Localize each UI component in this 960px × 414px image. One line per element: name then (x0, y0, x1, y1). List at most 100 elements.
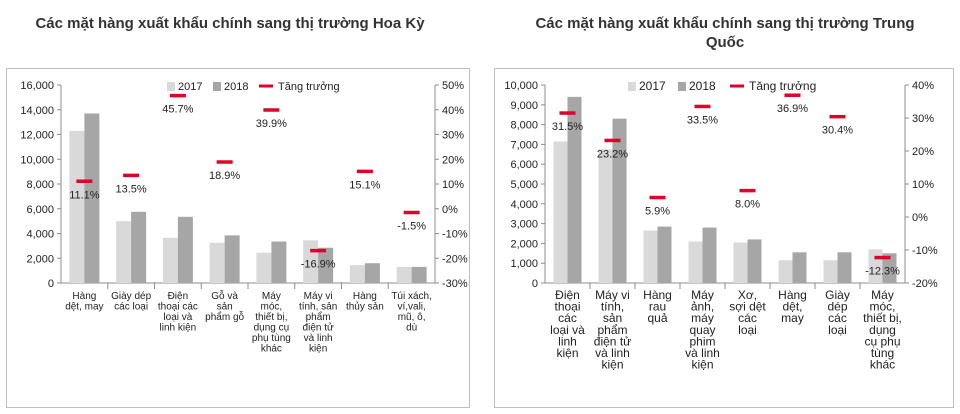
bar-2018 (882, 253, 897, 283)
category-label: Giày (825, 288, 850, 302)
category-label: thủy sản (346, 301, 384, 313)
y-tick-label: 8,000 (26, 179, 54, 191)
category-label: phụ tùng (252, 333, 291, 344)
y2-tick-label: -20% (912, 278, 938, 290)
category-label: Giày dép (111, 291, 151, 302)
category-label: quay (689, 323, 715, 337)
category-label: Máy (262, 291, 281, 302)
y-tick-label: 7,000 (510, 139, 538, 151)
growth-label: 8.0% (735, 199, 760, 211)
y-tick-label: 10,000 (20, 154, 54, 166)
growth-label: -16.9% (301, 259, 336, 271)
bar-2018 (657, 226, 672, 283)
category-label: khác (870, 358, 895, 372)
y2-tick-label: 30% (442, 130, 464, 142)
category-label: sản (603, 311, 622, 325)
y2-tick-label: 40% (442, 105, 464, 117)
y2-tick-label: 50% (442, 80, 464, 92)
category-label: Hàng (72, 291, 96, 302)
category-label: Hàng (353, 291, 377, 302)
category-label: dép (827, 300, 847, 314)
category-label: móc, (869, 300, 895, 314)
legend-swatch-2018 (213, 82, 221, 91)
bar-2018 (411, 266, 427, 283)
bar-2017 (396, 266, 412, 283)
y2-tick-label: 20% (912, 146, 934, 158)
y-tick-label: 0 (532, 278, 538, 290)
category-label: Máy vi (304, 291, 333, 302)
category-label: dệt, (782, 300, 802, 314)
legend-swatch-2018 (678, 82, 686, 91)
category-label: tính, (601, 300, 624, 314)
growth-label: 45.7% (162, 104, 193, 116)
growth-label: 18.9% (209, 170, 240, 182)
category-label: sản (217, 302, 233, 313)
y-tick-label: 2,000 (510, 238, 538, 250)
y2-tick-label: -20% (442, 253, 468, 265)
chart-panel-china: Các mặt hàng xuất khẩu chính sang thị tr… (480, 0, 960, 414)
category-label: ví,vali, (397, 302, 425, 313)
bar-2017 (162, 237, 178, 283)
legend-label-2018: 2018 (224, 81, 248, 93)
category-label: Xơ, (738, 288, 757, 302)
legend-swatch-2017 (628, 82, 636, 91)
category-label: các (828, 311, 847, 325)
category-label: phẩm (306, 311, 331, 323)
category-label: và linh (595, 346, 630, 360)
category-label: thoại (554, 300, 580, 314)
category-label: dụng (869, 323, 896, 337)
category-label: may (781, 311, 804, 325)
growth-label: 30.4% (822, 125, 853, 137)
growth-label: 11.1% (69, 189, 100, 201)
y-tick-label: 9,000 (510, 100, 538, 112)
category-label: Máy (691, 288, 714, 302)
category-label: móc, (261, 302, 283, 313)
legend-swatch-2017 (167, 82, 175, 91)
bar-2017 (598, 149, 613, 283)
category-label: Hàng (778, 288, 807, 302)
category-label: các (738, 311, 757, 325)
bar-2018 (567, 96, 582, 283)
legend-label-growth: Tăng trưởng (278, 81, 340, 93)
growth-label: 15.1% (349, 179, 380, 191)
y-tick-label: 10,000 (504, 80, 538, 92)
bar-2017 (209, 242, 225, 283)
chart-title-line: Quốc (705, 34, 745, 51)
bar-2017 (256, 252, 272, 283)
y-tick-label: 12,000 (20, 130, 54, 142)
chart-frame: 0 2,000 4,000 6,000 8,000 10,000 12,000 14,000 1… (6, 68, 470, 408)
bar-2017 (116, 221, 132, 283)
category-label: và linh (304, 333, 333, 344)
category-label: kiện (309, 344, 327, 355)
y2-tick-label: -10% (912, 245, 938, 257)
y-tick-label: 14,000 (20, 105, 54, 117)
category-label: linh (558, 334, 577, 348)
category-label: loại (738, 323, 757, 337)
category-label: dụng cụ (254, 323, 290, 334)
growth-label: 5.9% (645, 206, 670, 218)
y-tick-label: 3,000 (510, 219, 538, 231)
y-tick-label: 6,000 (510, 159, 538, 171)
y2-tick-label: 20% (442, 154, 464, 166)
chart-china: 0 1,000 2,000 3,000 4,000 5,000 6,000 7,000 8,00… (504, 79, 938, 372)
category-label: Hàng (643, 288, 672, 302)
growth-label: 31.5% (552, 121, 583, 133)
category-label: Túi xách, (391, 291, 432, 302)
category-label: thoại các (158, 302, 198, 313)
category-label: khác (261, 344, 282, 355)
bar-2018 (224, 235, 240, 283)
category-label: và linh (685, 346, 720, 360)
category-label: Máy vi (595, 288, 630, 302)
category-label: Gỗ và (211, 289, 238, 302)
growth-label: 23.2% (597, 148, 628, 160)
category-label: kiện (691, 358, 713, 372)
bar-2018 (84, 113, 100, 284)
growth-label: -12.3% (865, 266, 900, 278)
category-label: loại và (163, 312, 192, 323)
growth-label: -1.5% (397, 220, 426, 232)
y-tick-label: 0 (48, 278, 54, 290)
legend-label-growth: Tăng trưởng (749, 79, 816, 93)
category-label: kiện (601, 358, 623, 372)
y2-tick-label: 0% (442, 204, 458, 216)
bar-2018 (131, 211, 147, 283)
